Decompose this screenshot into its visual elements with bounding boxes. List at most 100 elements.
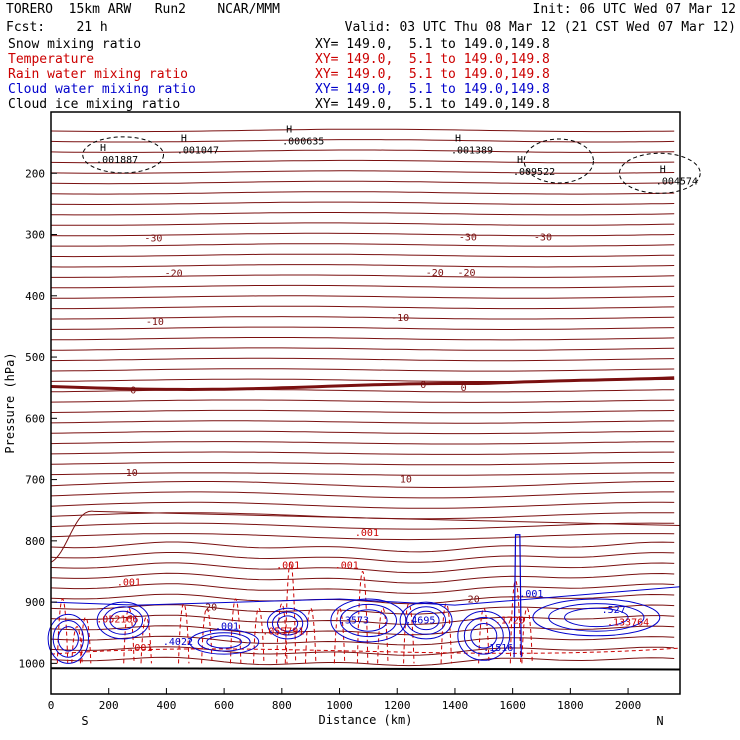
isotherm-line-1 <box>51 139 675 143</box>
isotherm-line-23 <box>51 368 675 372</box>
cloud-ice-max-label-5: .004574 <box>656 176 698 187</box>
isotherm-line-7 <box>51 201 675 205</box>
model-title: TORERO 15km ARW Run2 NCAR/MMM <box>6 2 280 17</box>
isotherm-line-43 <box>51 572 675 584</box>
cloud-ice-max-H-5: H <box>660 164 666 175</box>
cloud-water-contour-4-0 <box>330 598 407 643</box>
isotherm-line-3 <box>51 159 675 164</box>
y-tick-label-300: 300 <box>25 229 45 242</box>
legend-cloud-ice: Cloud ice mixing ratio <box>8 97 181 112</box>
cloud-water-label-0: .4022 <box>163 637 193 648</box>
isotherm-line-12 <box>51 253 675 258</box>
isotherm-line-8 <box>51 212 675 216</box>
isotherm-line-0 <box>51 128 675 133</box>
cloud-water-label-3: .4695 <box>405 616 435 627</box>
legend-cloud-water-xy: XY= 149.0, 5.1 to 149.0,149.8 <box>315 82 550 97</box>
cloud-water-contour-0-2 <box>57 626 79 652</box>
isotherm-line-18 <box>51 316 675 320</box>
cloud-water-column <box>513 534 522 658</box>
isotherm-line-22 <box>51 357 675 362</box>
temp-label-5: -20 <box>457 268 475 279</box>
temp-label-13: 20 <box>205 602 217 613</box>
cloud-ice-max-label-1: .001047 <box>177 146 219 157</box>
cloud-water-contour-2-1 <box>197 632 251 652</box>
isotherm-line-19 <box>51 326 675 330</box>
x-tick-label-1800: 1800 <box>557 699 584 712</box>
temp-label-6: -10 <box>146 317 164 328</box>
rain-contour-12 <box>333 608 346 664</box>
temp-label-10: 0 <box>461 383 467 394</box>
isotherm-line-45 <box>51 593 675 605</box>
cloud-water-contour-6-2 <box>470 623 498 649</box>
temp-label-4: -20 <box>426 268 444 279</box>
legend-cloud-ice-xy: XY= 149.0, 5.1 to 149.0,149.8 <box>315 97 550 112</box>
isotherm-line-14 <box>51 274 675 278</box>
isotherm-line-35 <box>51 491 675 499</box>
x-tick-label-600: 600 <box>214 699 234 712</box>
x-tick-label-1000: 1000 <box>326 699 353 712</box>
cloud-water-contour-4-2 <box>349 609 388 632</box>
cloud-ice-contour-0 <box>82 136 165 174</box>
y-tick-label-900: 900 <box>25 596 45 609</box>
cloud-ice-max-label-4: .009522 <box>513 167 555 178</box>
forecast-hour: Fcst: 21 h <box>6 20 108 35</box>
isotherm-line-2 <box>51 149 675 153</box>
rain-contour-9 <box>276 603 288 664</box>
isotherm-line-21 <box>51 347 675 351</box>
isotherm-line-49 <box>51 635 675 646</box>
cloud-water-contour-6-0 <box>457 610 511 661</box>
legend-temperature-xy: XY= 149.0, 5.1 to 149.0,149.8 <box>315 52 550 67</box>
cloud-water-contour-1-0 <box>96 601 150 640</box>
cloud-ice-max-label-2: .000635 <box>282 137 324 148</box>
cloud-water-label-1: .001 <box>215 622 239 633</box>
isotherm-line-9 <box>51 222 675 226</box>
rain-label-5: .052166 <box>96 614 138 625</box>
temp-label-14: 20 <box>468 594 480 605</box>
isotherm-line-34 <box>51 481 675 488</box>
x-tick-label-1200: 1200 <box>384 699 411 712</box>
x-tick-label-0: 0 <box>48 699 55 712</box>
x-tick-label-1600: 1600 <box>499 699 526 712</box>
plot-frame <box>50 111 681 695</box>
cloud-water-contour-1-1 <box>103 606 144 635</box>
cloud-ice-max-H-2: H <box>286 125 292 136</box>
cloud-water-contour-3-0 <box>266 607 309 640</box>
rain-contour-6 <box>201 608 213 664</box>
cloud-water-label-6: .527 <box>602 605 626 616</box>
cloud-ice-max-label-0: .001887 <box>96 155 138 166</box>
rain-label-0: .001 <box>117 578 141 589</box>
init-time: Init: 06 UTC Wed 07 Mar 12 <box>532 2 737 17</box>
isotherm-bump-line <box>51 510 680 563</box>
legend-rain-xy: XY= 149.0, 5.1 to 149.0,149.8 <box>315 67 550 82</box>
isotherm-line-31 <box>51 451 675 455</box>
isotherm-line-30 <box>51 441 675 445</box>
rain-contour-19 <box>521 608 533 664</box>
cloud-water-contour-7-0 <box>532 598 661 637</box>
isotherm-line-17 <box>51 305 675 310</box>
temp-label-8: 0 <box>130 386 136 397</box>
rain-contour-15 <box>403 603 415 664</box>
x-tick-label-400: 400 <box>156 699 176 712</box>
isotherm-line-26 <box>51 399 675 403</box>
temp-label-1: -30 <box>459 232 477 243</box>
isotherm-line-41 <box>51 552 675 563</box>
rain-contour-13 <box>356 570 369 664</box>
isotherm-line-16 <box>51 295 675 299</box>
legend-temperature: Temperature <box>8 52 95 67</box>
valid-time: Valid: 03 UTC Thu 08 Mar 12 (21 CST Wed … <box>344 20 736 35</box>
isotherm-line-11 <box>51 243 675 247</box>
y-tick-label-1000: 1000 <box>19 657 46 670</box>
rain-label-7: .1720 <box>495 616 525 627</box>
cloud-ice-max-H-3: H <box>455 134 461 145</box>
isotherm-line-20 <box>51 337 675 341</box>
x-axis-label: Distance (km) <box>319 713 413 727</box>
x-tick-label-800: 800 <box>272 699 292 712</box>
cloud-water-label-5: .001 <box>519 589 543 600</box>
cloud-water-contour-1-2 <box>109 610 137 631</box>
legend-snow-xy: XY= 149.0, 5.1 to 149.0,149.8 <box>315 37 550 52</box>
rain-contour-4 <box>140 616 152 664</box>
y-tick-label-600: 600 <box>25 412 45 425</box>
cloud-water-contour-6-1 <box>463 616 504 655</box>
y-tick-label-800: 800 <box>25 535 45 548</box>
